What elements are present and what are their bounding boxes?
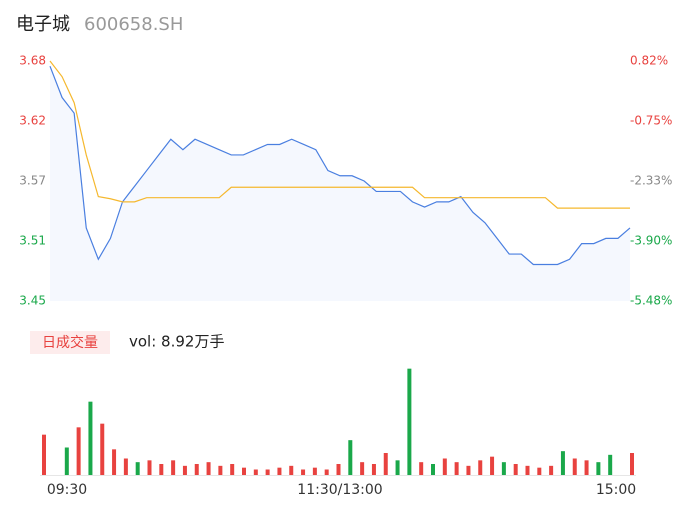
volume-bar: [218, 465, 223, 475]
volume-bar: [171, 460, 176, 475]
volume-bar: [608, 454, 613, 475]
y2-tick-label: -3.90%: [630, 234, 672, 248]
volume-bar: [454, 462, 459, 475]
volume-bar: [395, 460, 400, 475]
volume-bar: [88, 401, 93, 475]
volume-bar: [277, 467, 282, 475]
volume-bar: [230, 464, 235, 475]
volume-bar: [371, 464, 376, 475]
volume-bar: [253, 469, 258, 475]
y-tick-label: 3.51: [19, 234, 46, 248]
volume-bar: [360, 462, 365, 475]
volume-bar: [159, 464, 164, 475]
volume-bar: [584, 460, 589, 475]
volume-bar: [324, 469, 329, 475]
volume-bar: [513, 464, 518, 475]
volume-bar: [135, 462, 140, 475]
volume-bar: [572, 458, 577, 475]
y-tick-label: 3.68: [19, 54, 46, 68]
volume-bar: [348, 440, 353, 475]
x-tick-label: 15:00: [596, 482, 636, 498]
y2-tick-label: -0.75%: [630, 114, 672, 128]
volume-bar: [630, 453, 634, 475]
volume-bar: [537, 467, 542, 475]
volume-bar: [478, 460, 483, 475]
stock-code: 600658.SH: [84, 14, 183, 35]
volume-bar: [100, 423, 105, 475]
volume-bar: [123, 458, 128, 475]
y-tick-label: 3.45: [19, 294, 46, 308]
volume-bar: [265, 469, 270, 475]
volume-bar: [525, 465, 530, 475]
stock-name: 电子城: [16, 14, 70, 35]
y2-tick-label: -5.48%: [630, 294, 672, 308]
volume-bar: [301, 469, 306, 475]
price-line: [49, 66, 631, 266]
volume-bar: [242, 467, 246, 475]
volume-bar: [182, 465, 187, 475]
volume-annotation: vol: 8.92万手: [129, 333, 224, 351]
y-tick-label: 3.57: [19, 174, 46, 188]
volume-bar: [64, 447, 69, 475]
volume-bar: [42, 434, 46, 475]
average-line: [49, 60, 630, 209]
volume-bar: [76, 427, 81, 475]
volume-bar: [419, 462, 424, 475]
volume-bar: [289, 465, 294, 475]
x-tick-label: 09:30: [47, 482, 87, 498]
volume-bar: [549, 465, 554, 475]
volume-bar: [312, 467, 317, 475]
volume-bar: [431, 464, 435, 475]
volume-tag-bg: [30, 331, 110, 354]
volume-bar: [194, 464, 199, 475]
x-tick-label: 11:30/13:00: [297, 482, 382, 498]
y2-tick-label: -2.33%: [630, 174, 672, 188]
y-tick-label: 3.62: [19, 114, 46, 128]
volume-bar: [112, 449, 117, 475]
volume-bar: [596, 462, 601, 475]
volume-bar: [560, 451, 565, 475]
volume-bar: [466, 465, 471, 475]
volume-bar: [442, 458, 447, 475]
volume-bar: [336, 464, 341, 475]
volume-bar: [147, 460, 152, 475]
price-area: [50, 66, 630, 301]
volume-bar: [383, 453, 388, 475]
volume-bar: [407, 368, 412, 475]
volume-bar: [206, 462, 211, 475]
volume-bar: [490, 456, 495, 475]
volume-title: 日成交量: [42, 334, 98, 351]
y2-tick-label: 0.82%: [630, 54, 668, 68]
volume-bar: [501, 462, 506, 475]
